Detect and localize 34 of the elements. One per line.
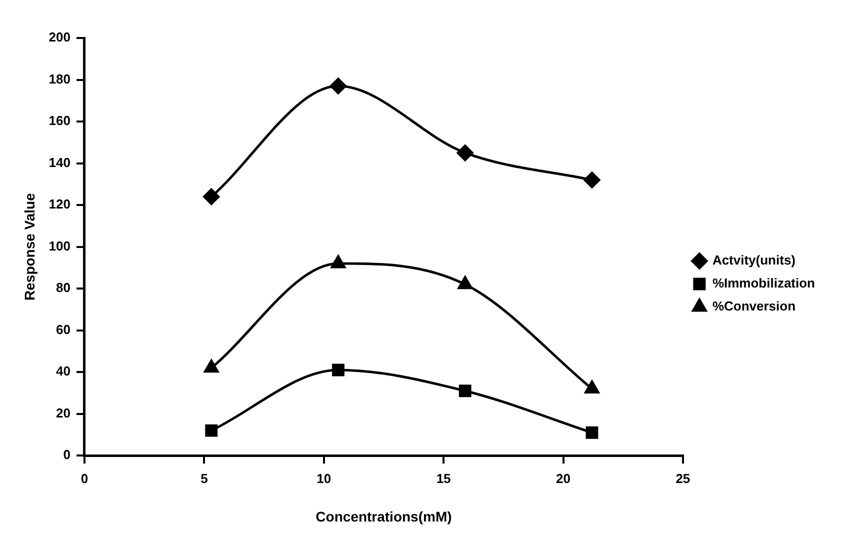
y-tick-label: 180 xyxy=(48,71,70,86)
y-tick-label: 0 xyxy=(63,447,70,462)
y-tick-label: 120 xyxy=(48,196,70,212)
point xyxy=(332,364,344,376)
point xyxy=(203,188,220,205)
x-tick-label: 0 xyxy=(80,470,88,486)
point xyxy=(458,276,472,290)
y-tick-label: 100 xyxy=(48,238,70,254)
point xyxy=(330,255,346,268)
y-tick-label: 40 xyxy=(56,364,70,379)
legend-label: %Conversion xyxy=(712,298,796,314)
point xyxy=(458,384,472,398)
y-tick-label: 60 xyxy=(56,322,70,337)
point xyxy=(584,380,600,394)
point xyxy=(584,172,600,188)
x-tick-label: 25 xyxy=(676,470,690,486)
x-tick-label: 5 xyxy=(200,470,208,486)
point xyxy=(205,424,218,437)
y-tick-label: 200 xyxy=(48,30,70,45)
y-tick-label: 160 xyxy=(48,113,70,128)
legend-label: Actvity(units) xyxy=(712,252,796,268)
y-tick-label: 80 xyxy=(56,280,70,296)
y-tick-label: 140 xyxy=(48,154,70,170)
point xyxy=(586,426,598,439)
x-tick-label: 10 xyxy=(316,470,332,486)
x-tick-label: 20 xyxy=(556,470,570,486)
y-axis-title: Response Value xyxy=(21,192,38,300)
legend-label: %Immobilization xyxy=(712,276,816,291)
point xyxy=(204,360,219,373)
x-axis-title: Concentrations(mM) xyxy=(316,508,452,524)
y-tick-label: 20 xyxy=(56,405,70,420)
point xyxy=(330,78,346,94)
point xyxy=(456,144,474,162)
x-tick-label: 15 xyxy=(436,470,451,486)
